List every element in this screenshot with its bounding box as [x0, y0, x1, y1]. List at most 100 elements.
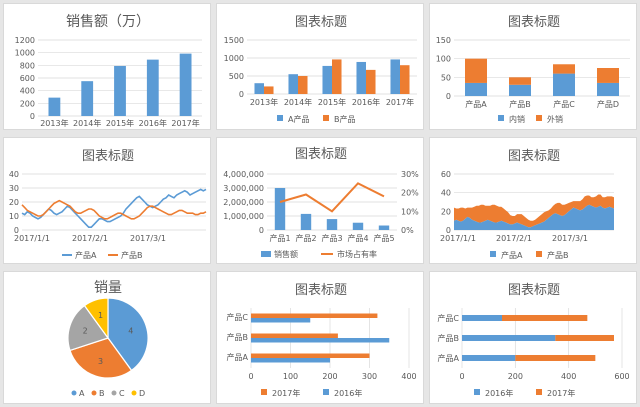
y-tick-label: 800: [20, 61, 35, 70]
x-tick-label: 2017/3/1: [552, 234, 588, 243]
y-tick-label: 60: [441, 170, 451, 179]
x-tick-label: 0: [248, 372, 253, 381]
legend-label: B产品: [334, 114, 356, 124]
y-tick-label: 10: [9, 212, 19, 221]
x-tick-label: 2013年: [250, 97, 278, 107]
y-tick-label: 产品B: [438, 333, 460, 343]
y-tick-label: 0: [14, 226, 19, 235]
y-tick-label: 产品C: [226, 312, 248, 322]
bar: [146, 59, 159, 116]
y-tick-label: 产品B: [227, 332, 249, 342]
bar: [352, 222, 364, 230]
y-tick-label: 400: [20, 87, 35, 96]
legend-label: 产品A: [75, 250, 97, 260]
chart-svg: 图表标题 0 20 40 60 2017/1/1 2017/2/1 2017/3/1 产品A 产品…: [440, 149, 614, 260]
bar: [378, 225, 390, 230]
x-tick-label: 300: [362, 372, 377, 381]
bar-segment: [462, 335, 556, 341]
legend-label: B: [99, 389, 105, 398]
legend-label: 2016年: [485, 388, 513, 398]
y-tick-label: 20: [441, 207, 451, 216]
bar-segment: [465, 82, 487, 96]
bar: [390, 59, 400, 94]
legend-label: 2017年: [272, 388, 300, 398]
chart-title: 图表标题: [82, 149, 134, 164]
bar: [300, 213, 312, 230]
bar: [251, 333, 338, 338]
legend-swatch: [261, 251, 271, 257]
legend-label: 产品B: [121, 250, 143, 260]
y-tick-label: 30: [9, 184, 19, 193]
y-tick-label: 产品A: [438, 353, 460, 363]
bar: [251, 353, 370, 358]
bar: [400, 65, 410, 94]
bar-segment: [462, 315, 502, 321]
series-line: [279, 182, 385, 213]
legend-swatch: [474, 389, 480, 395]
x-tick-label: 400: [401, 372, 416, 381]
x-tick-label: 2017/2/1: [72, 234, 108, 243]
chart-title: 图表标题: [508, 15, 560, 30]
legend-label: 市场占有率: [337, 249, 377, 259]
x-tick-label: 2013年: [40, 118, 68, 128]
y-tick-label: 产品C: [437, 313, 459, 323]
bar: [254, 83, 264, 94]
y-tick-label: 4,000,000: [223, 170, 264, 179]
x-tick-label: 400: [561, 372, 576, 381]
legend-label: C: [119, 389, 125, 398]
legend-swatch: [323, 115, 329, 121]
legend-swatch: [261, 389, 267, 395]
bar-segment: [553, 64, 575, 74]
x-tick-label: 2017/3/1: [130, 234, 166, 243]
y-tick-label: 40: [9, 170, 19, 179]
chart-svg: 图表标题 0 200 400 600 产品A 产品B 产品C 2016年 2017年: [437, 283, 629, 398]
legend-label: A产品: [288, 114, 309, 124]
y-tick-label: 1200: [15, 36, 35, 45]
chart-panel-stacked-hbar: 图表标题 0 200 400 600 产品A 产品B 产品C 2016年 2017年: [429, 271, 637, 404]
x-tick-label: 产品B: [509, 99, 531, 109]
chart-panel-stacked-bar: 图表标题 0 50 100 150 产品A 产品B 产品C 产品D 内销 外销: [429, 3, 637, 130]
pie-slice: [83, 297, 109, 340]
data-label: 1: [98, 311, 103, 320]
bar: [179, 53, 192, 116]
chart-panel-area: 图表标题 0 20 40 60 2017/1/1 2017/2/1 2017/3/1 产品A 产品…: [429, 137, 637, 264]
bar: [332, 59, 342, 94]
chart-panel-line: 图表标题 0 10 20 30 40 2017/1/1 2017/2/1 2017/3/1 产品A…: [3, 137, 211, 264]
series-line: [21, 188, 207, 228]
x-tick-label: 100: [283, 372, 298, 381]
bar-segment: [555, 335, 614, 341]
data-label: 3: [98, 357, 103, 366]
x-tick-label: 2014年: [73, 118, 101, 128]
chart-title: 销量: [94, 280, 122, 296]
x-tick-label: 600: [614, 372, 629, 381]
bar: [288, 74, 298, 94]
y2-tick-label: 0%: [401, 226, 414, 235]
chart-panel-hbar: 图表标题 0 100 200 300 400 产品A 产品B 产品C 2017年 2016年: [216, 271, 424, 404]
x-tick-label: 2017年: [171, 118, 199, 128]
bar: [264, 86, 274, 94]
chart-title: 图表标题: [295, 147, 347, 162]
chart-svg: 图表标题 0 500 1000 1500 2013年 2014年 2015年 2016年 2017…: [224, 15, 417, 124]
x-tick-label: 产品2: [295, 233, 316, 243]
y-tick-label: 2,000,000: [223, 198, 264, 207]
chart-title: 图表标题: [295, 283, 347, 298]
chart-panel-product-bar: 图表标题 0 500 1000 1500 2013年 2014年 2015年 2016年 2017…: [216, 3, 424, 130]
bar: [322, 65, 332, 94]
bar-segment: [502, 315, 588, 321]
legend-swatch: [323, 389, 329, 395]
bar: [326, 219, 338, 230]
chart-panel-pie: 销量 4 3 2 1 A B C D: [3, 271, 211, 404]
legend-label: A: [79, 389, 85, 398]
y-tick-label: 200: [20, 99, 35, 108]
pie-slice: [107, 297, 149, 372]
y-tick-label: 0: [239, 90, 244, 99]
bar: [81, 81, 94, 116]
x-tick-label: 产品4: [347, 233, 368, 243]
legend-swatch: [498, 115, 504, 121]
bar-segment: [597, 82, 619, 96]
chart-svg: 图表标题 0 10 20 30 40 2017/1/1 2017/2/1 2017/3/1 产品A…: [9, 149, 207, 260]
chart-title: 图表标题: [295, 15, 347, 30]
pie-slice: [67, 304, 109, 352]
x-tick-label: 0: [459, 372, 464, 381]
